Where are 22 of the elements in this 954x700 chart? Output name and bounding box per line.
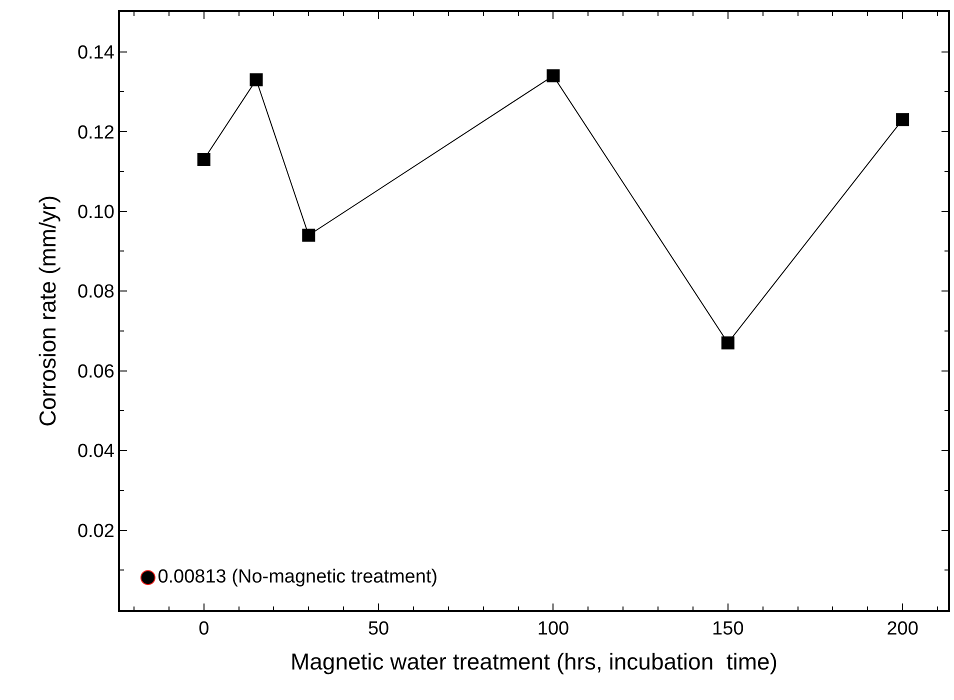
y-tick-label: 0.02 — [77, 520, 114, 542]
point — [302, 228, 316, 242]
y-axis-title: Corrosion rate (mm/yr) — [34, 195, 60, 427]
y-tick-label: 0.08 — [77, 282, 114, 303]
x-tick-label: 200 — [886, 618, 918, 640]
point — [197, 153, 210, 166]
y-tick-label: 0.14 — [77, 42, 115, 64]
point — [250, 73, 263, 86]
y-tick-label: 0.10 — [77, 202, 114, 223]
x-tick-label: 150 — [712, 618, 744, 640]
x-tick-label: 50 — [368, 618, 390, 640]
y-tick-label: 0.04 — [77, 441, 115, 462]
x-tick-label: 0 — [198, 618, 210, 640]
point — [546, 69, 560, 82]
y-tick-label: 0.06 — [77, 361, 114, 382]
series-label: 0.00813 (No-magnetic treatment) — [158, 566, 438, 588]
x-tick-label: 100 — [537, 618, 570, 640]
point — [896, 113, 910, 126]
x-axis-title: Magnetic water treatment (hrs, incubation time) — [290, 648, 778, 675]
point — [721, 336, 734, 350]
point — [140, 570, 156, 586]
y-tick-label: 0.12 — [77, 122, 114, 144]
